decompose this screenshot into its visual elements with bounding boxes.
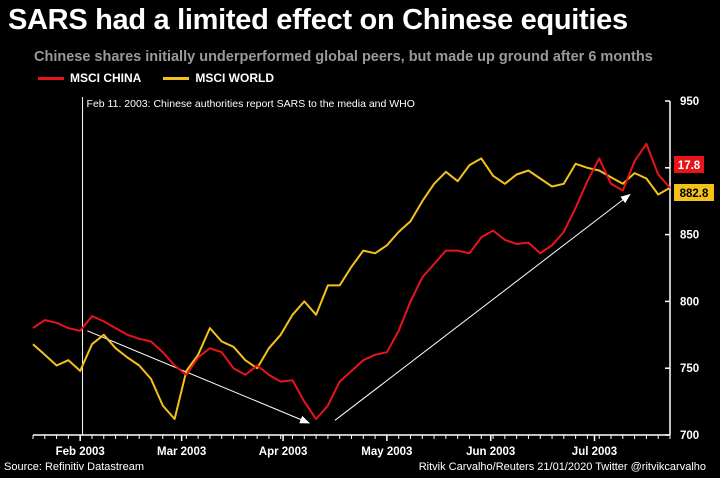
legend-swatch-world [163, 76, 190, 80]
series-line-msci-china [32, 142, 671, 420]
value-labels: 17.8 882.8 [674, 156, 714, 201]
series-line-msci-world [32, 157, 671, 420]
x-tick-label: Jun 2003 [466, 446, 515, 458]
legend-item-world: MSCI WORLD [163, 71, 274, 85]
legend-swatch-china [38, 76, 64, 80]
legend-label-world: MSCI WORLD [195, 71, 274, 85]
series [32, 142, 671, 420]
x-tick-label: Mar 2003 [157, 446, 206, 458]
x-tick-label: May 2003 [361, 446, 412, 458]
y-tick-label: 750 [680, 363, 699, 375]
x-tick-label: Feb 2003 [56, 446, 105, 458]
y-tick-label: 800 [680, 296, 699, 308]
end-value-box [674, 184, 714, 201]
end-value-tag-msci-china: 17.8 [674, 156, 704, 173]
legend-item-china: MSCI CHINA [38, 71, 141, 85]
legend-label-china: MSCI CHINA [70, 71, 142, 85]
end-value-label: 882.8 [680, 188, 709, 200]
y-tick-label: 850 [680, 230, 699, 242]
annotations [82, 97, 631, 435]
chart-title: SARS had a limited effect on Chinese equ… [8, 4, 628, 36]
trend-arrow [334, 193, 631, 421]
y-tick-label: 700 [680, 430, 699, 442]
trend-arrow [87, 330, 310, 424]
end-value-box [674, 156, 704, 173]
x-tick-label: Apr 2003 [259, 446, 308, 458]
chart-legend: MSCI CHINA MSCI WORLD [38, 71, 296, 85]
end-value-tag-msci-world: 882.8 [674, 184, 714, 201]
chart-subtitle: Chinese shares initially underperformed … [34, 49, 653, 65]
credit-note: Ritvik Carvalho/Reuters 21/01/2020 Twitt… [418, 461, 706, 473]
y-tick-label: 950 [680, 96, 699, 108]
sars-annotation-text: Feb 11. 2003: Chinese authorities report… [87, 98, 415, 110]
source-note: Source: Refinitiv Datastream [4, 461, 144, 473]
end-value-label: 17.8 [678, 160, 701, 172]
x-tick-label: Jul 2003 [572, 446, 617, 458]
